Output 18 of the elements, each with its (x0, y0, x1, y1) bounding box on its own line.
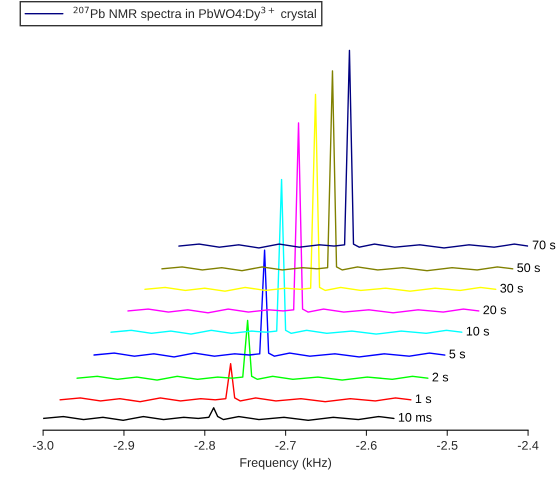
annotation: 10 ms (398, 412, 432, 422)
annotation: 50 s (517, 263, 540, 272)
x-tick-label: -2.9 (114, 440, 134, 450)
annotation: 10 s (466, 326, 490, 336)
x-tick-label: -2.5 (437, 440, 458, 450)
x-tick-label: -2.7 (275, 440, 296, 450)
x-tick-label: -3.0 (32, 440, 54, 450)
annotation: 5 s (449, 350, 466, 358)
annotation: 20 s (483, 305, 506, 314)
x-tick-label: -2.6 (356, 440, 377, 450)
annotation: 2 s (432, 372, 448, 382)
x-axis-title: Frequency (kHz) (240, 458, 332, 470)
annotation: 1 s (416, 394, 432, 404)
x-tick-label: -2.8 (194, 440, 215, 450)
annotation: 70 s (532, 240, 556, 250)
x-tick-label: -2.4 (518, 440, 538, 450)
legend-label: $^{207}$Pb NMR spectra in PbWO4:Dy$^{3+}$ crystal (74, 6, 316, 21)
annotation: 30 s (500, 284, 523, 293)
